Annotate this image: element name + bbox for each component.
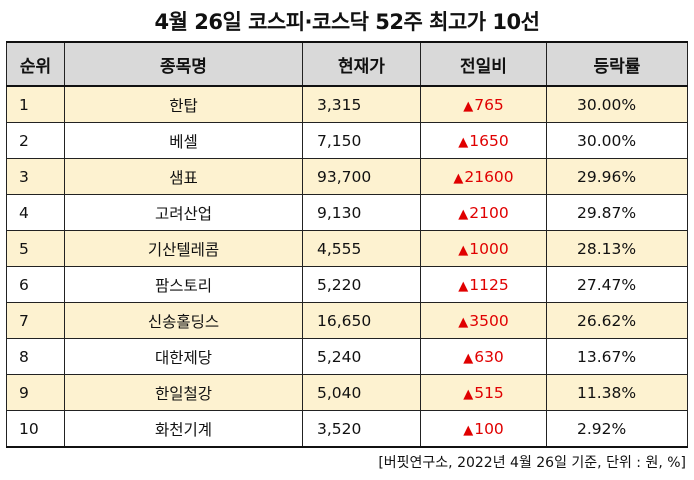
rank-cell: 3 bbox=[6, 158, 65, 195]
change-value: 2100 bbox=[469, 203, 509, 222]
rank-cell: 7 bbox=[6, 302, 65, 339]
header-row: 순위 종목명 현재가 전일비 등락률 bbox=[6, 41, 688, 87]
change-value: 1650 bbox=[469, 131, 509, 150]
header-price: 현재가 bbox=[302, 41, 421, 87]
table-row: 10 화천기계 3,520 ▲100 2.92% bbox=[6, 410, 688, 448]
change-value: 630 bbox=[474, 347, 504, 366]
name-cell: 한탑 bbox=[64, 85, 303, 123]
change-cell: ▲1000 bbox=[420, 230, 547, 267]
rate-cell: 27.47% bbox=[546, 266, 688, 303]
rank-cell: 2 bbox=[6, 122, 65, 159]
up-triangle-icon: ▲ bbox=[463, 98, 474, 114]
table-row: 9 한일철강 5,040 ▲515 11.38% bbox=[6, 374, 688, 411]
header-rank: 순위 bbox=[6, 41, 65, 87]
change-value: 3500 bbox=[469, 311, 509, 330]
table-row: 4 고려산업 9,130 ▲2100 29.87% bbox=[6, 194, 688, 231]
rate-cell: 2.92% bbox=[546, 410, 688, 448]
up-triangle-icon: ▲ bbox=[463, 422, 474, 438]
up-triangle-icon: ▲ bbox=[463, 386, 474, 402]
price-cell: 3,315 bbox=[302, 85, 421, 123]
change-cell: ▲1650 bbox=[420, 122, 547, 159]
header-rate: 등락률 bbox=[546, 41, 688, 87]
change-cell: ▲630 bbox=[420, 338, 547, 375]
change-cell: ▲1125 bbox=[420, 266, 547, 303]
name-cell: 화천기계 bbox=[64, 410, 303, 448]
name-cell: 신송홀딩스 bbox=[64, 302, 303, 339]
rate-cell: 30.00% bbox=[546, 122, 688, 159]
change-value: 100 bbox=[474, 419, 504, 438]
table-row: 6 팜스토리 5,220 ▲1125 27.47% bbox=[6, 266, 688, 303]
name-cell: 대한제당 bbox=[64, 338, 303, 375]
rank-cell: 9 bbox=[6, 374, 65, 411]
up-triangle-icon: ▲ bbox=[458, 314, 469, 330]
change-cell: ▲515 bbox=[420, 374, 547, 411]
price-cell: 5,240 bbox=[302, 338, 421, 375]
table-row: 5 기산텔레콤 4,555 ▲1000 28.13% bbox=[6, 230, 688, 267]
rank-cell: 8 bbox=[6, 338, 65, 375]
up-triangle-icon: ▲ bbox=[458, 242, 469, 258]
source-footnote: [버핏연구소, 2022년 4월 26일 기준, 단위 : 원, %] bbox=[378, 455, 686, 471]
price-cell: 5,220 bbox=[302, 266, 421, 303]
name-cell: 샘표 bbox=[64, 158, 303, 195]
change-value: 1000 bbox=[469, 239, 509, 258]
name-cell: 기산텔레콤 bbox=[64, 230, 303, 267]
name-cell: 베셀 bbox=[64, 122, 303, 159]
change-value: 21600 bbox=[464, 167, 514, 186]
change-cell: ▲21600 bbox=[420, 158, 547, 195]
up-triangle-icon: ▲ bbox=[458, 134, 469, 150]
header-name: 종목명 bbox=[64, 41, 303, 87]
price-cell: 5,040 bbox=[302, 374, 421, 411]
change-cell: ▲100 bbox=[420, 410, 547, 448]
change-value: 765 bbox=[474, 95, 504, 114]
change-value: 515 bbox=[474, 383, 504, 402]
change-cell: ▲765 bbox=[420, 85, 547, 123]
price-cell: 16,650 bbox=[302, 302, 421, 339]
table-title: 4월 26일 코스피·코스닥 52주 최고가 10선 bbox=[154, 10, 540, 34]
rate-cell: 28.13% bbox=[546, 230, 688, 267]
price-cell: 7,150 bbox=[302, 122, 421, 159]
stock-table: 순위 종목명 현재가 전일비 등락률 1 한탑 3,315 ▲765 30.00… bbox=[6, 41, 688, 448]
name-cell: 고려산업 bbox=[64, 194, 303, 231]
rank-cell: 10 bbox=[6, 410, 65, 448]
up-triangle-icon: ▲ bbox=[453, 170, 464, 186]
change-cell: ▲2100 bbox=[420, 194, 547, 231]
rate-cell: 13.67% bbox=[546, 338, 688, 375]
name-cell: 팜스토리 bbox=[64, 266, 303, 303]
rate-cell: 26.62% bbox=[546, 302, 688, 339]
change-value: 1125 bbox=[469, 275, 509, 294]
rate-cell: 11.38% bbox=[546, 374, 688, 411]
rank-cell: 1 bbox=[6, 85, 65, 123]
rank-cell: 5 bbox=[6, 230, 65, 267]
table-row: 7 신송홀딩스 16,650 ▲3500 26.62% bbox=[6, 302, 688, 339]
table-row: 3 샘표 93,700 ▲21600 29.96% bbox=[6, 158, 688, 195]
table-row: 2 베셀 7,150 ▲1650 30.00% bbox=[6, 122, 688, 159]
rate-cell: 29.87% bbox=[546, 194, 688, 231]
table-row: 1 한탑 3,315 ▲765 30.00% bbox=[6, 85, 688, 123]
rank-cell: 6 bbox=[6, 266, 65, 303]
price-cell: 93,700 bbox=[302, 158, 421, 195]
name-cell: 한일철강 bbox=[64, 374, 303, 411]
price-cell: 4,555 bbox=[302, 230, 421, 267]
header-change: 전일비 bbox=[420, 41, 547, 87]
up-triangle-icon: ▲ bbox=[458, 278, 469, 294]
price-cell: 3,520 bbox=[302, 410, 421, 448]
rate-cell: 30.00% bbox=[546, 85, 688, 123]
table-row: 8 대한제당 5,240 ▲630 13.67% bbox=[6, 338, 688, 375]
up-triangle-icon: ▲ bbox=[463, 350, 474, 366]
price-cell: 9,130 bbox=[302, 194, 421, 231]
rank-cell: 4 bbox=[6, 194, 65, 231]
change-cell: ▲3500 bbox=[420, 302, 547, 339]
up-triangle-icon: ▲ bbox=[458, 206, 469, 222]
rate-cell: 29.96% bbox=[546, 158, 688, 195]
